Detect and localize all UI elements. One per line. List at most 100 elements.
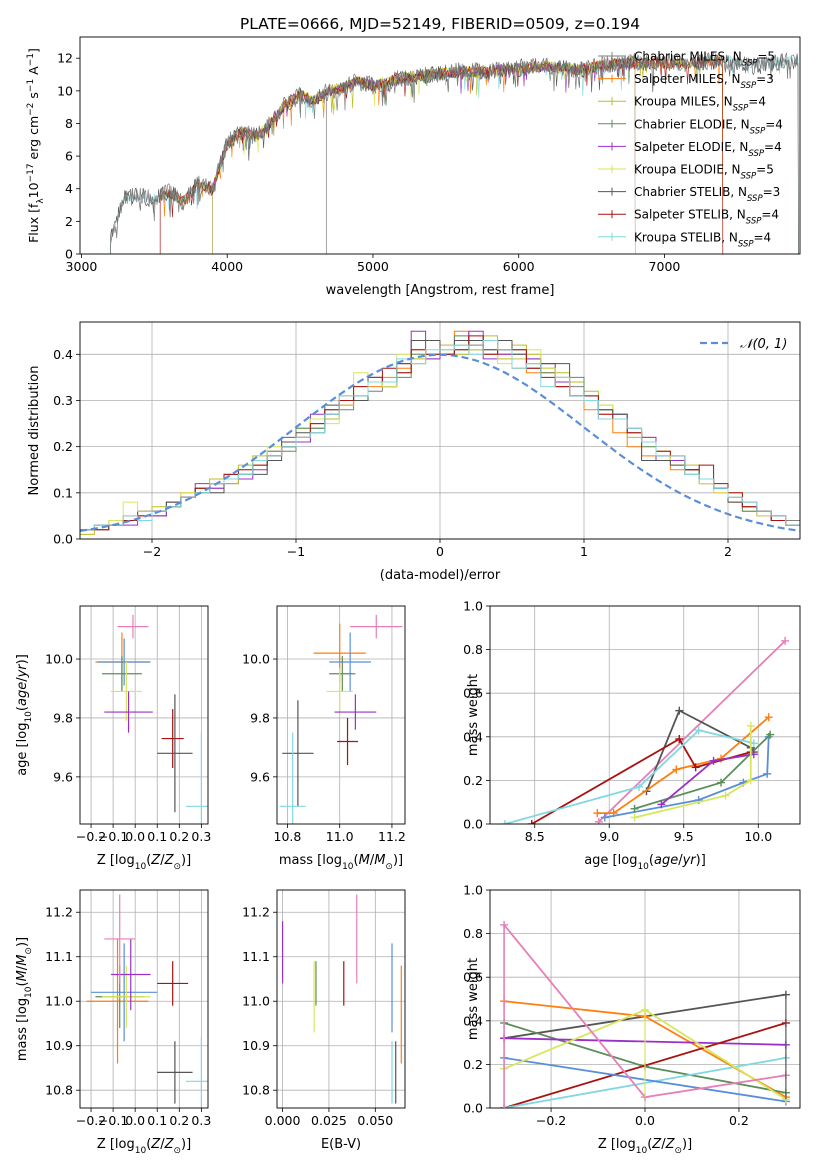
legend-label: Kroupa STELIB, NSSP=4 xyxy=(634,230,771,249)
x-tick-label: −0.1 xyxy=(98,1113,128,1128)
y-tick-label: 0 xyxy=(65,247,73,262)
y-tick-label: 9.8 xyxy=(250,710,270,725)
mass-vs-ebv-panel: 0.000 0.025 0.050 10.8 10.9 11.0 11.1 11.2 E(B-V… xyxy=(242,889,406,1152)
y-tick-label: 0.0 xyxy=(53,532,73,547)
y-tick-label: 1.0 xyxy=(463,599,483,614)
weight-vs-age-panel: 8.5 9.0 9.5 10.0 0.0 0.2 0.4 0.6 0.8 1.0 age [log1… xyxy=(463,599,801,872)
x-tick-label: 0.050 xyxy=(357,1113,393,1128)
legend-label: 𝒩(0, 1) xyxy=(740,337,787,352)
x-tick-label: 3000 xyxy=(66,259,98,274)
x-axis-label: Z [log10(Z/Z⊙)] xyxy=(97,853,191,872)
x-axis-label: mass [log10(M/M⊙)] xyxy=(279,853,403,872)
y-tick-label: 10.0 xyxy=(242,652,270,667)
x-axis-label: E(B-V) xyxy=(321,1137,361,1152)
x-tick-label: 11.2 xyxy=(378,829,406,844)
plot-area xyxy=(80,330,800,539)
figure-title: PLATE=0666, MJD=52149, FIBERID=0509, z=0… xyxy=(240,15,640,33)
axes-frame xyxy=(79,321,801,540)
y-tick-label: 10.9 xyxy=(45,1038,73,1053)
legend-label: Salpeter STELIB, NSSP=4 xyxy=(634,208,779,227)
legend-label: Chabrier STELIB, NSSP=3 xyxy=(634,185,780,204)
axes-frame xyxy=(276,605,406,825)
x-tick-label: 0.3 xyxy=(191,1113,211,1128)
x-axis-label: Z [log10(Z/Z⊙)] xyxy=(598,1137,692,1156)
x-tick-label: 10.8 xyxy=(274,829,302,844)
spectrum-line xyxy=(212,57,636,254)
x-axis-label: Z [log10(Z/Z⊙)] xyxy=(97,1137,191,1156)
y-tick-label: 10.0 xyxy=(45,652,73,667)
y-axis-label: Flux [fλ10−17 erg cm−2 s−1 A−1] xyxy=(26,48,46,243)
x-tick-label: 0.0 xyxy=(125,829,145,844)
y-tick-label: 2 xyxy=(65,214,73,229)
x-tick-label: 9.5 xyxy=(674,829,694,844)
x-tick-label: −0.1 xyxy=(98,829,128,844)
plot-area xyxy=(281,894,402,1104)
x-tick-label: −0.2 xyxy=(536,1113,566,1128)
y-tick-label: 0.6 xyxy=(463,970,483,985)
normal-curve xyxy=(80,353,800,532)
y-tick-label: 0.4 xyxy=(463,729,483,744)
x-tick-label: 0.1 xyxy=(147,1113,167,1128)
x-tick-label: 5000 xyxy=(357,259,389,274)
weight-line xyxy=(504,729,755,824)
spectrum-line xyxy=(110,52,799,254)
y-tick-label: 0.8 xyxy=(463,926,483,941)
x-tick-label: 0.000 xyxy=(265,1113,301,1128)
y-tick-label: 11.0 xyxy=(242,994,270,1009)
legend-label: Salpeter MILES, NSSP=3 xyxy=(634,72,774,91)
y-tick-label: 6 xyxy=(65,149,73,164)
x-tick-label: 8.5 xyxy=(525,829,545,844)
y-axis-label: mass [log10(M/M⊙)] xyxy=(15,937,34,1061)
y-tick-label: 9.6 xyxy=(250,769,270,784)
plot-area xyxy=(86,894,208,1108)
y-axis-label: mass weight xyxy=(466,958,481,1040)
x-tick-label: −2 xyxy=(143,544,161,559)
y-tick-label: 0.2 xyxy=(463,773,483,788)
y-tick-label: 10.8 xyxy=(45,1083,73,1098)
x-axis-label: age [log10(age/yr)] xyxy=(584,853,706,872)
y-tick-label: 0.0 xyxy=(463,1101,483,1116)
y-tick-label: 0.1 xyxy=(53,485,73,500)
axes-frame xyxy=(489,889,801,1109)
x-tick-label: 0.3 xyxy=(191,829,211,844)
weight-line xyxy=(598,640,786,823)
axes-frame xyxy=(79,36,801,255)
y-tick-label: 11.2 xyxy=(45,905,73,920)
plot-area xyxy=(110,52,799,254)
legend-label: Chabrier ELODIE, NSSP=4 xyxy=(634,117,783,136)
y-tick-label: 10 xyxy=(57,83,73,98)
y-tick-label: 12 xyxy=(57,51,73,66)
x-tick-label: 6000 xyxy=(503,259,535,274)
x-tick-label: 10.0 xyxy=(744,829,772,844)
y-tick-label: 0.2 xyxy=(463,1057,483,1072)
spectrum-line xyxy=(212,56,636,254)
x-tick-label: 0.1 xyxy=(147,829,167,844)
age-vs-metallicity-panel: −0.2−0.10.0 0.1 0.2 0.3 9.6 9.8 10.0 Z [log10(Z… xyxy=(15,605,211,872)
x-axis-label: (data-model)/error xyxy=(380,568,501,583)
legend-label: Chabrier MILES, NSSP=5 xyxy=(634,50,775,69)
legend-label: Kroupa MILES, NSSP=4 xyxy=(634,95,766,114)
y-tick-label: 0.4 xyxy=(463,1013,483,1028)
x-tick-label: 4000 xyxy=(211,259,243,274)
y-tick-label: 9.6 xyxy=(53,769,73,784)
y-tick-label: 0.8 xyxy=(463,642,483,657)
y-tick-label: 0.0 xyxy=(463,817,483,832)
y-axis-label: age [log10(age/yr)] xyxy=(15,654,34,776)
y-tick-label: 11.1 xyxy=(242,949,270,964)
axes-frame xyxy=(489,605,801,825)
x-tick-label: 1 xyxy=(580,544,588,559)
spectrum-line xyxy=(212,56,636,254)
y-tick-label: 0.3 xyxy=(53,393,73,408)
x-tick-label: −0.2 xyxy=(76,829,106,844)
y-axis-label: mass weight xyxy=(466,674,481,756)
plot-area xyxy=(95,614,208,824)
x-tick-label: 0.0 xyxy=(635,1113,655,1128)
legend-label: Salpeter ELODIE, NSSP=4 xyxy=(634,140,782,159)
x-tick-label: 2 xyxy=(724,544,732,559)
x-tick-label: 0.2 xyxy=(169,1113,189,1128)
plot-area xyxy=(500,636,790,824)
y-tick-label: 4 xyxy=(65,181,73,196)
y-tick-label: 10.9 xyxy=(242,1038,270,1053)
x-tick-label: 11.0 xyxy=(326,829,354,844)
